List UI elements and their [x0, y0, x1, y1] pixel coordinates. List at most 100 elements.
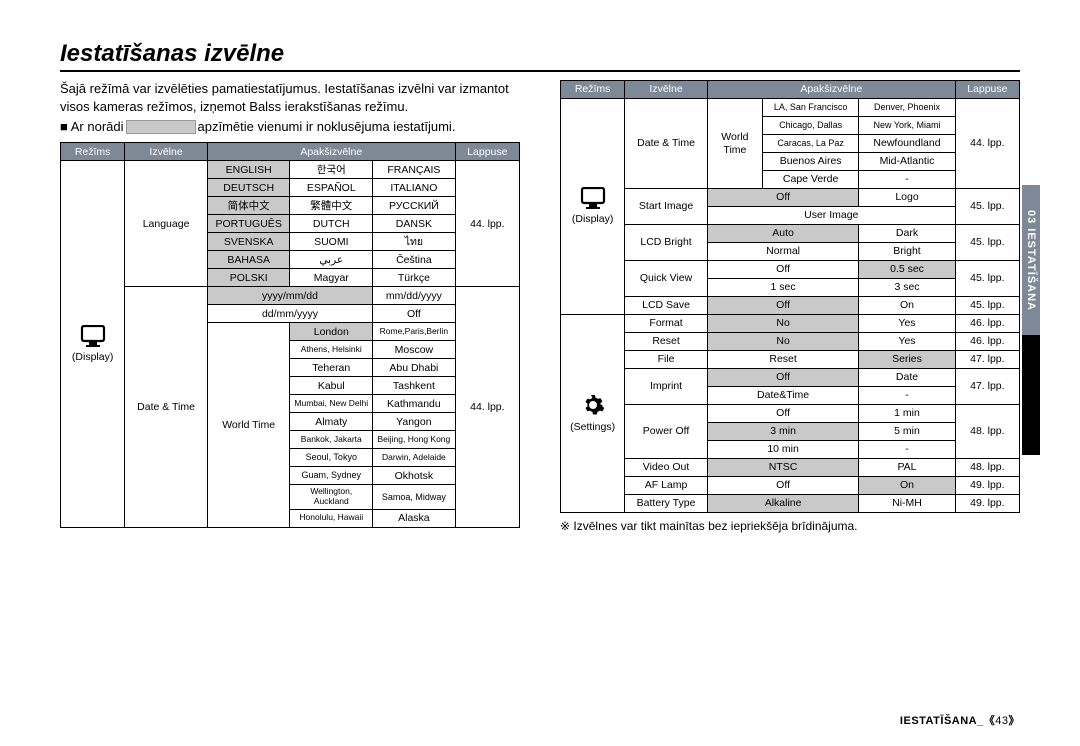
cell: ENGLISH [207, 161, 290, 179]
cell: BAHASA [207, 251, 290, 269]
menu-datetime-cont: Date & Time [625, 99, 708, 189]
table-row: Video OutNTSCPAL48. lpp. [561, 459, 1020, 477]
cell: Buenos Aires [762, 153, 858, 171]
cell: No [707, 333, 858, 351]
cell: Almaty [290, 413, 373, 431]
table-row: ResetNoYes46. lpp. [561, 333, 1020, 351]
mode-settings: (Settings) [561, 315, 625, 513]
note-post: apzīmētie vienumi ir noklusējuma iestatī… [198, 119, 456, 134]
submenu-worldtime: World Time [207, 323, 290, 528]
left-table: Režīms Izvēlne Apakšizvēlne Lappuse (Dis… [60, 142, 520, 528]
cell: Guam, Sydney [290, 467, 373, 485]
cell: DANSK [373, 215, 456, 233]
cell: Moscow [373, 341, 456, 359]
page-footer: IESTATĪŠANA_《43》 [900, 712, 1020, 728]
page-cell: 47. lpp. [955, 369, 1019, 405]
default-swatch [126, 120, 196, 134]
cell: Seoul, Tokyo [290, 449, 373, 467]
cell: FRANÇAIS [373, 161, 456, 179]
cell: Abu Dhabi [373, 359, 456, 377]
cell: Caracas, La Paz [762, 135, 858, 153]
table-row: AF LampOffOn49. lpp. [561, 477, 1020, 495]
table-header-row: Režīms Izvēlne Apakšizvēlne Lappuse [61, 143, 520, 161]
cell: Türkçe [373, 269, 456, 287]
cell: Beijing, Hong Kong [373, 431, 456, 449]
footnote: ※ Izvēlnes var tikt mainītas bez iepriek… [560, 519, 1020, 533]
page-cell: 46. lpp. [955, 315, 1019, 333]
cell: Athens, Helsinki [290, 341, 373, 359]
cell: PAL [859, 459, 955, 477]
cell: Off [373, 305, 456, 323]
cell: Samoa, Midway [373, 485, 456, 510]
menu-format: Format [625, 315, 708, 333]
note-pre: ■ Ar norādi [60, 119, 124, 134]
menu-reset: Reset [625, 333, 708, 351]
cell: LA, San Francisco [762, 99, 858, 117]
cell: User Image [707, 207, 955, 225]
cell: 10 min [707, 441, 858, 459]
table-row: FileResetSeries47. lpp. [561, 351, 1020, 369]
th-menu: Izvēlne [125, 143, 208, 161]
page-cell: 45. lpp. [955, 189, 1019, 225]
cell: РУССКИЙ [373, 197, 456, 215]
cell: Off [707, 405, 858, 423]
cell: SVENSKA [207, 233, 290, 251]
cell: Bright [859, 243, 955, 261]
cell: Kathmandu [373, 395, 456, 413]
menu-power-off: Power Off [625, 405, 708, 459]
menu-language: Language [125, 161, 208, 287]
menu-quick-view: Quick View [625, 261, 708, 297]
cell: Dark [859, 225, 955, 243]
cell: Denver, Phoenix [859, 99, 955, 117]
cell: Reset [707, 351, 858, 369]
table-header-row: Režīms Izvēlne Apakšizvēlne Lappuse [561, 81, 1020, 99]
th-submenu: Apakšizvēlne [707, 81, 955, 99]
menu-lcd-bright: LCD Bright [625, 225, 708, 261]
table-row: LCD SaveOffOn45. lpp. [561, 297, 1020, 315]
page-datetime: 44. lpp. [455, 287, 519, 528]
cell: 3 min [707, 423, 858, 441]
cell: Mid-Atlantic [859, 153, 955, 171]
page-cell: 45. lpp. [955, 225, 1019, 261]
cell: Off [707, 261, 858, 279]
cell: Newfoundland [859, 135, 955, 153]
cell: 0.5 sec [859, 261, 955, 279]
th-submenu: Apakšizvēlne [207, 143, 455, 161]
th-mode: Režīms [61, 143, 125, 161]
submenu-worldtime-cont: World Time [707, 99, 762, 189]
cell: mm/dd/yyyy [373, 287, 456, 305]
cell: Date&Time [707, 387, 858, 405]
table-row: (Display)LanguageENGLISH한국어FRANÇAIS44. l… [61, 161, 520, 179]
cell: Teheran [290, 359, 373, 377]
right-table: Režīms Izvēlne Apakšizvēlne Lappuse (Dis… [560, 80, 1020, 513]
cell: 繁體中文 [290, 197, 373, 215]
menu-battery-type: Battery Type [625, 495, 708, 513]
side-tab: 03 IESTATĪŠANA [1022, 185, 1040, 335]
table-row: (Display)Date & TimeWorld TimeLA, San Fr… [561, 99, 1020, 117]
menu-af-lamp: AF Lamp [625, 477, 708, 495]
cell: ESPAÑOL [290, 179, 373, 197]
menu-file: File [625, 351, 708, 369]
cell: No [707, 315, 858, 333]
cell: Ni-MH [859, 495, 955, 513]
page-cell: 48. lpp. [955, 405, 1019, 459]
menu-video-out: Video Out [625, 459, 708, 477]
cell: Mumbai, New Delhi [290, 395, 373, 413]
menu-start-image: Start Image [625, 189, 708, 225]
right-column: Režīms Izvēlne Apakšizvēlne Lappuse (Dis… [560, 80, 1020, 533]
cell: 1 min [859, 405, 955, 423]
page-cell: 46. lpp. [955, 333, 1019, 351]
cell: Yes [859, 315, 955, 333]
cell: 1 sec [707, 279, 858, 297]
cell: Date [859, 369, 955, 387]
cell: Alkaline [707, 495, 858, 513]
page-cell: 48. lpp. [955, 459, 1019, 477]
cell: Off [707, 477, 858, 495]
table-row: LCD BrightAutoDark45. lpp. [561, 225, 1020, 243]
cell: - [859, 387, 955, 405]
page-cell: 45. lpp. [955, 261, 1019, 297]
default-note: ■ Ar norādi apzīmētie vienumi ir noklusē… [60, 119, 520, 134]
cell: Auto [707, 225, 858, 243]
table-row: Battery TypeAlkalineNi-MH49. lpp. [561, 495, 1020, 513]
cell: Rome,Paris,Berlin [373, 323, 456, 341]
